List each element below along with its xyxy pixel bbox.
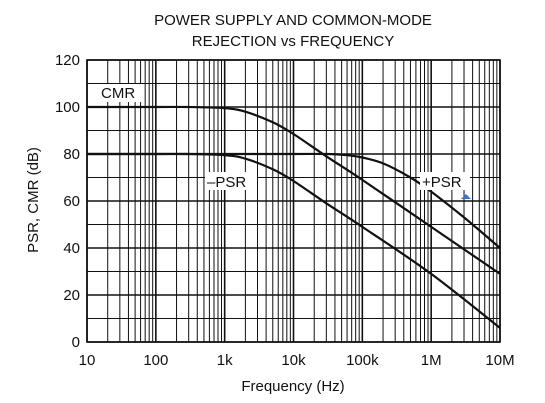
pos-psr-label: +PSR xyxy=(422,174,462,191)
y-tick-label: 0 xyxy=(72,334,80,351)
y-tick-label: 100 xyxy=(55,99,80,116)
x-tick-label: 100k xyxy=(346,352,379,369)
cmr-label: CMR xyxy=(101,85,135,102)
y-tick-label: 120 xyxy=(55,52,80,69)
series-line-cmr xyxy=(87,105,501,275)
y-axis-label: PSR, CMR (dB) xyxy=(25,147,42,253)
cursor-marker-icon xyxy=(461,194,471,199)
x-tick-label: 10 xyxy=(79,352,96,369)
y-tick-label: 60 xyxy=(63,193,80,210)
cmr-label-bg xyxy=(98,84,142,102)
x-tick-label: 1M xyxy=(421,352,442,369)
series-line-psr xyxy=(86,152,501,249)
neg-psr-label: –PSR xyxy=(207,174,246,191)
y-tick-label: 40 xyxy=(63,240,80,257)
x-tick-label: 10M xyxy=(485,352,514,369)
curves xyxy=(86,105,501,329)
chart-title-line1: POWER SUPPLY AND COMMON-MODE xyxy=(154,12,432,29)
y-tick-label: 80 xyxy=(63,146,80,163)
x-tick-label: 1k xyxy=(217,352,233,369)
grid xyxy=(86,59,501,343)
x-tick-label: 100 xyxy=(143,352,168,369)
tick-labels: 10 100 1k 10k 100k 1M 10M 0 20 40 60 80 100 120 xyxy=(55,52,515,369)
neg-psr-label-bg xyxy=(205,172,257,190)
chart-title-line2: REJECTION vs FREQUENCY xyxy=(192,33,395,50)
plot-frame xyxy=(86,59,501,343)
pos-psr-label-bg xyxy=(420,172,470,190)
y-tick-label: 20 xyxy=(63,287,80,304)
x-tick-label: 10k xyxy=(281,352,306,369)
x-axis-label: Frequency (Hz) xyxy=(241,378,344,395)
